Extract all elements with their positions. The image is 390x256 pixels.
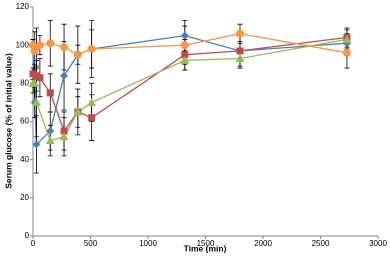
series-line bbox=[33, 38, 348, 142]
x-tick-label: 1000 bbox=[139, 239, 157, 248]
y-tick-label: 20 bbox=[20, 193, 29, 202]
point bbox=[60, 127, 68, 135]
point bbox=[30, 78, 40, 87]
point bbox=[88, 114, 96, 122]
point bbox=[181, 51, 189, 59]
series-line bbox=[32, 34, 347, 146]
point bbox=[45, 136, 55, 145]
x-tick-label: 500 bbox=[84, 239, 98, 248]
point bbox=[36, 74, 44, 82]
point bbox=[73, 50, 82, 59]
y-tick-label: 60 bbox=[20, 117, 29, 126]
point bbox=[180, 31, 189, 40]
point bbox=[46, 39, 55, 48]
point bbox=[46, 127, 55, 136]
point bbox=[46, 89, 54, 97]
point bbox=[32, 140, 41, 149]
x-tick-label: 2000 bbox=[254, 239, 272, 248]
point bbox=[87, 44, 96, 53]
point bbox=[342, 48, 351, 57]
point bbox=[87, 97, 97, 106]
y-tick-label: 120 bbox=[16, 2, 30, 11]
point bbox=[180, 41, 189, 50]
point bbox=[235, 54, 245, 63]
point bbox=[236, 29, 244, 38]
x-tick-label: 0 bbox=[31, 239, 36, 248]
y-tick-label: 100 bbox=[16, 40, 30, 49]
x-axis-title: Time (min) bbox=[184, 243, 227, 253]
y-tick-label: 0 bbox=[25, 231, 30, 240]
y-axis-title: Serum glucose (% of initial value) bbox=[3, 53, 13, 189]
x-tick-label: 2500 bbox=[312, 239, 330, 248]
point bbox=[180, 55, 190, 64]
x-tick-label: 1500 bbox=[197, 239, 215, 248]
point bbox=[342, 34, 352, 43]
y-tick-label: 80 bbox=[20, 78, 29, 87]
point bbox=[236, 47, 244, 55]
x-tick-label: 3000 bbox=[369, 239, 387, 248]
point bbox=[59, 132, 69, 141]
point bbox=[60, 43, 69, 52]
point bbox=[60, 71, 69, 80]
point bbox=[35, 41, 44, 50]
y-tick-label: 40 bbox=[20, 155, 29, 164]
point bbox=[73, 107, 83, 116]
point bbox=[31, 97, 41, 106]
